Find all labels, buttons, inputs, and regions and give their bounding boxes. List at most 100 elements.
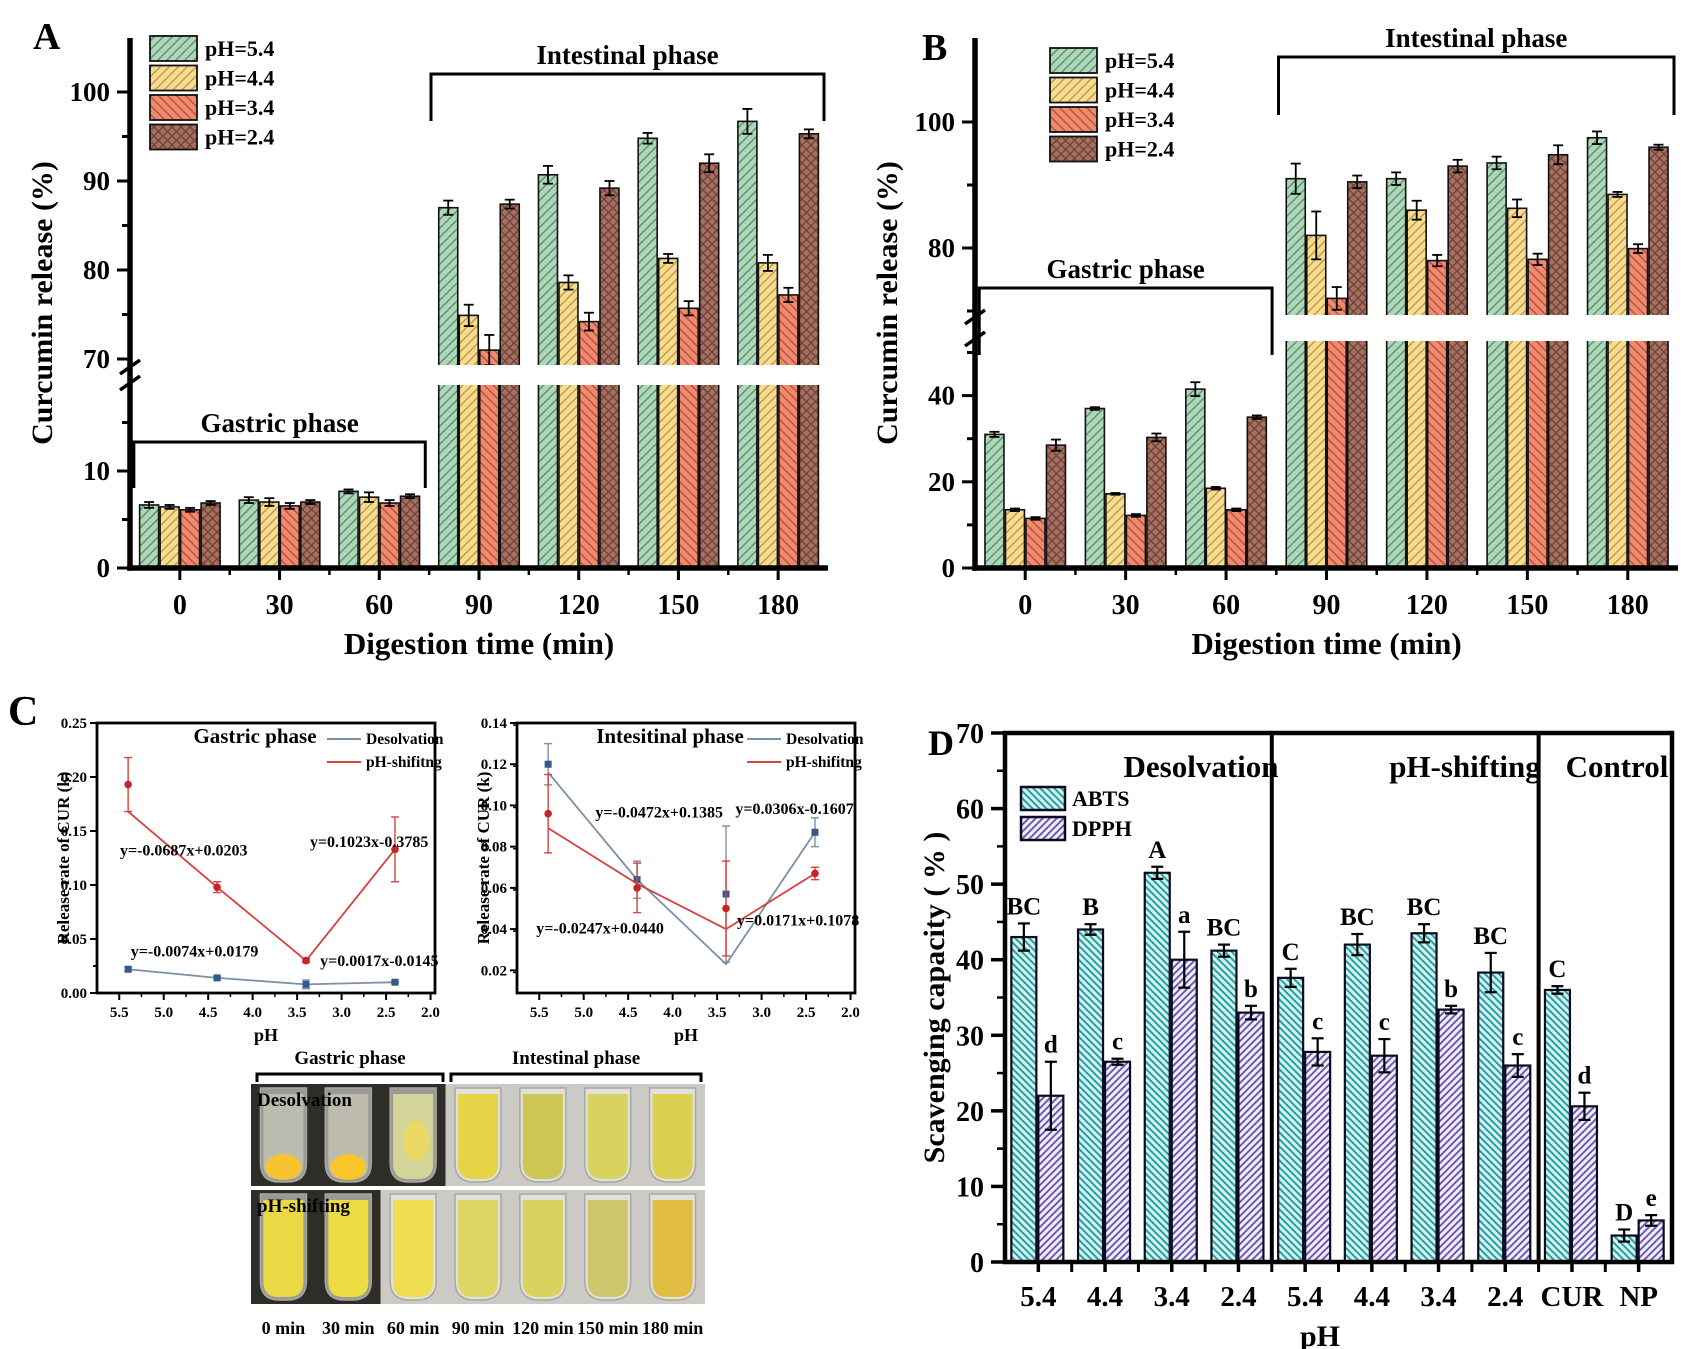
- bar-pH=3.4-t60min: [1226, 509, 1247, 569]
- bar-ABTS-4.4: [1343, 943, 1371, 1264]
- legend-swatch-pH=3.4: [1049, 106, 1098, 133]
- significance-letter: c: [1379, 1009, 1390, 1036]
- y-tick-label: 0: [970, 1248, 984, 1279]
- plot-frame: [95, 721, 437, 995]
- x-tick-label: 4.0: [243, 1005, 262, 1021]
- x-tick-label: 120: [558, 590, 600, 621]
- y-tick-label: 0.08: [481, 840, 507, 856]
- x-tick-label: 5.0: [574, 1005, 593, 1021]
- panel-a-release-chart: 0 10 70 80 90 100 0 30 60 90 120 150 180 Digestion ti…: [26, 35, 828, 661]
- legend-swatch-pH=2.4: [149, 123, 198, 151]
- x-tick-label: 5.4: [1287, 1281, 1323, 1313]
- y-tick-label: 90: [83, 166, 110, 196]
- significance-letter: BC: [1473, 923, 1508, 950]
- x-tick-label: 150: [657, 590, 699, 621]
- bar-DPPH-4.4: [1370, 1054, 1398, 1264]
- x-tick-label: 4.4: [1087, 1281, 1123, 1313]
- bar-DPPH-4.4: [1103, 1060, 1132, 1264]
- panel-c-tube-photos: Gastric phase Intestinal phase Desolvation…: [251, 1048, 705, 1338]
- legend-swatch-pH=4.4: [149, 64, 198, 92]
- x-tick-label: 4.0: [663, 1005, 682, 1021]
- time-label: 30 min: [322, 1318, 375, 1338]
- equation-label: y=-0.0472x+0.1385: [595, 805, 723, 822]
- legend-swatch-pH=5.4: [149, 35, 198, 62]
- bar-pH=5.4-t180min: [737, 120, 758, 569]
- group-label-control: Control: [1566, 749, 1669, 784]
- y-tick-label: 0.12: [481, 757, 507, 773]
- bar-pH=4.4-t0min: [159, 506, 180, 569]
- series-pH-shifitng: [124, 756, 399, 965]
- bar-pH=4.4-t90min: [458, 314, 480, 569]
- x-tick-label: 4.5: [619, 1005, 638, 1021]
- photo-gastric-bracket: [255, 1072, 445, 1082]
- y-tick-label: 100: [915, 107, 956, 137]
- bar-pH=2.4-t30min: [300, 501, 321, 569]
- legend-label: pH=4.4: [205, 66, 274, 91]
- y-tick-label: 40: [928, 381, 955, 411]
- bar-DPPH-2.4: [1504, 1064, 1532, 1264]
- time-label: 0 min: [262, 1318, 306, 1338]
- bar-pH=5.4-t60min: [1185, 388, 1206, 569]
- bar-pH=3.4-t60min: [379, 502, 400, 569]
- x-tick-label: 30: [266, 590, 294, 621]
- legend-label: Desolvation: [786, 731, 864, 748]
- y-tick-label: 20: [928, 467, 955, 497]
- bar-pH=3.4-t120min: [578, 320, 600, 569]
- legend-swatch-pH=2.4: [1049, 135, 1098, 163]
- intestinal-phase-bracket-label: Intestinal phase: [536, 40, 718, 70]
- time-label: 90 min: [452, 1318, 505, 1338]
- bar-ABTS-5.4: [1277, 976, 1305, 1264]
- legend-swatch-DPPH: [1019, 815, 1067, 842]
- y-tick-label: 80: [83, 255, 110, 285]
- panel-b-label: B: [922, 27, 948, 69]
- panel-c-intestinal-kinetics-chart: 0.02 0.04 0.06 0.08 0.10 0.12 0.14 5.5 5.0 4.5 4.0…: [475, 716, 864, 1045]
- significance-letter: d: [1044, 1032, 1058, 1059]
- bar-pH=5.4-t0min: [138, 504, 160, 569]
- bar-pH=2.4-t0min: [1045, 444, 1067, 569]
- x-tick-label: 180: [757, 590, 799, 621]
- photo-row-pH-shifting: pH-shifting: [251, 1190, 705, 1304]
- significance-letter: e: [1646, 1185, 1657, 1212]
- intestinal-phase-bracket: [1277, 55, 1676, 115]
- bar-pH=3.4-t120min: [1426, 259, 1448, 569]
- x-axis-title: Digestion time (min): [1191, 626, 1461, 661]
- legend-label: pH=2.4: [1105, 137, 1174, 162]
- legend-label: pH-shifitng: [366, 754, 442, 771]
- bar-pH=3.4-t150min: [1527, 258, 1548, 569]
- legend-label: pH=5.4: [205, 36, 274, 61]
- bar-DPPH-2.4: [1237, 1011, 1265, 1264]
- axis-break-mark: [963, 308, 987, 326]
- bar-pH=2.4-t60min: [1246, 416, 1268, 569]
- equation-label: y=-0.0074x+0.0179: [131, 944, 259, 961]
- bar-pH=4.4-t60min: [358, 496, 380, 569]
- bar-pH=2.4-t0min: [200, 502, 221, 569]
- y-tick-label: 0.14: [481, 716, 508, 732]
- legend-label: pH=2.4: [205, 125, 274, 150]
- x-tick-label: 2.4: [1487, 1281, 1523, 1313]
- x-tick-label: 3.4: [1154, 1281, 1190, 1313]
- y-tick-label: 20: [956, 1097, 984, 1128]
- y-tick-label: 70: [83, 344, 110, 374]
- significance-letter: d: [1577, 1063, 1591, 1090]
- significance-letter: BC: [1340, 904, 1375, 931]
- bar-ABTS-4.4: [1076, 928, 1105, 1264]
- bar-pH=4.4-t180min: [757, 262, 779, 569]
- significance-letter: a: [1178, 902, 1191, 929]
- x-tick-label: 3.0: [332, 1005, 351, 1021]
- axis-break-band: [978, 315, 1678, 341]
- bar-ABTS-3.4: [1410, 932, 1438, 1264]
- photo-intestinal-bracket: [449, 1072, 703, 1082]
- gastric-phase-bracket-label: Gastric phase: [200, 408, 358, 438]
- bar-pH=2.4-t150min: [1547, 153, 1569, 569]
- bar-ABTS-5.4: [1010, 935, 1038, 1264]
- series-pH-shifitng: [544, 773, 819, 957]
- bar-pH=2.4-t180min: [1648, 146, 1669, 569]
- time-label: 60 min: [387, 1318, 440, 1338]
- y-tick-label: 0.10: [61, 878, 87, 894]
- y-tick-label: 0.05: [61, 932, 87, 948]
- photo-intestinal-bracket-label: Intestinal phase: [512, 1048, 640, 1069]
- y-tick-label: 40: [956, 946, 984, 977]
- bar-pH=4.4-t180min: [1607, 193, 1628, 569]
- bar-pH=3.4-t150min: [678, 307, 699, 569]
